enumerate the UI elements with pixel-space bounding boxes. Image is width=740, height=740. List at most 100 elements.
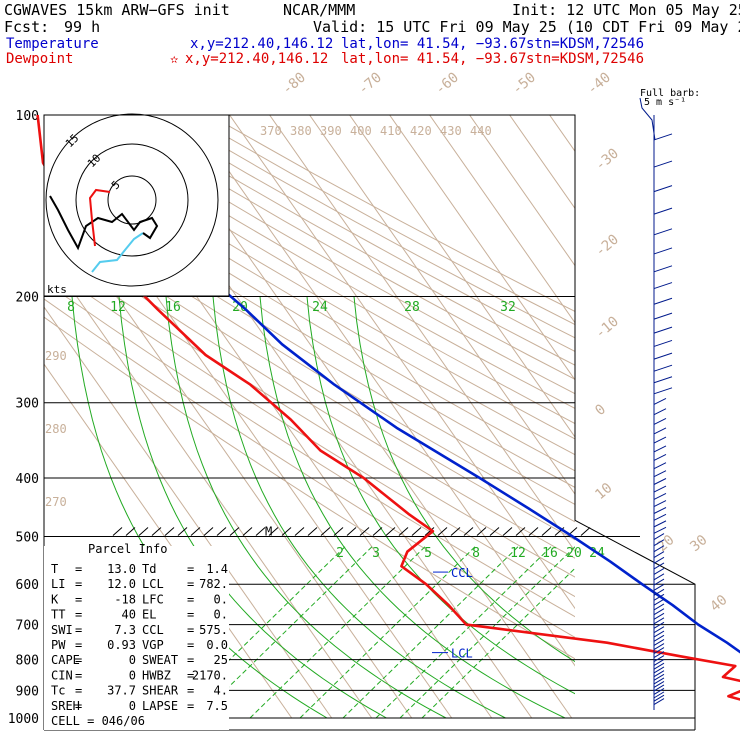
theta-label: 430 <box>440 124 462 138</box>
parcel-value: 2170. <box>192 668 228 682</box>
parcel-value: HWBZ <box>142 668 171 682</box>
mixing-ratio-label: 32 <box>500 300 516 315</box>
parcel-value: = <box>187 668 194 682</box>
theta-label: 290 <box>45 349 67 363</box>
parcel-value: CCL <box>142 623 164 637</box>
barb-legend-title: Full barb: <box>640 88 700 99</box>
dry-adiabat-line <box>44 215 575 541</box>
isotherm-line <box>44 248 373 719</box>
forecast-hour-label: Fcst: <box>4 18 50 36</box>
wind-barb <box>653 282 673 290</box>
mixing-ratio-label: 5 <box>424 546 432 561</box>
hodograph-trace-low <box>91 232 144 273</box>
parcel-value: = <box>187 638 194 652</box>
dewpoint-location-xy: x,y=212.40,146.12 <box>185 51 329 67</box>
pressure-tick-label: 200 <box>16 291 39 306</box>
dry-adiabat-line <box>44 263 575 598</box>
wind-barb <box>653 507 667 514</box>
dry-adiabat-line <box>44 141 575 456</box>
wind-barb <box>653 376 673 384</box>
parcel-value: CIN <box>51 668 73 682</box>
wind-barb <box>653 634 665 642</box>
parcel-value: 7.3 <box>114 623 136 637</box>
pressure-tick-label: 300 <box>16 397 39 412</box>
dewpoint-location-latlon: lat,lon= 41.54, −93.67 <box>341 51 527 67</box>
parcel-cell: CELL = 046/06 <box>51 714 145 728</box>
hatch-mark <box>476 527 487 536</box>
barb-legend-unit: 5 m s⁻¹ <box>644 97 686 108</box>
parcel-value: = <box>187 623 194 637</box>
hodograph-ring <box>107 175 157 225</box>
wind-barb <box>653 326 673 334</box>
wind-barb <box>653 364 673 372</box>
parcel-value: 0 <box>129 699 136 713</box>
wind-barb <box>653 427 667 435</box>
pressure-tick-label: 100 <box>16 109 39 124</box>
isotherm-line <box>44 306 333 719</box>
isotherm-label: -80 <box>279 70 309 99</box>
hatch-mark <box>489 527 500 536</box>
mixing-ratio-line <box>299 546 476 719</box>
wind-barb <box>653 485 667 493</box>
isotherm-label: -50 <box>509 70 539 99</box>
parcel-value: LCL <box>142 577 164 591</box>
hatch-mark <box>528 527 539 536</box>
wind-barb <box>653 578 665 586</box>
mixing-ratio-label: 2 <box>336 546 344 561</box>
wind-barb <box>653 662 665 670</box>
parcel-value: 12.0 <box>107 577 136 591</box>
parcel-value: 0. <box>214 608 228 622</box>
parcel-value: 575. <box>199 623 228 637</box>
mixing-ratio-label: 12 <box>110 300 126 315</box>
wind-barb <box>653 684 665 692</box>
hatch-mark <box>164 527 175 536</box>
wind-barb <box>653 647 665 655</box>
moist-adiabat-line <box>259 296 566 719</box>
hatch-mark <box>255 527 266 536</box>
parcel-value: 37.7 <box>107 684 136 698</box>
wind-barb <box>653 470 667 478</box>
isotherm-line <box>590 115 740 718</box>
theta-label: 370 <box>260 124 282 138</box>
isotherm-line <box>389 115 575 381</box>
plot-frame <box>44 114 696 730</box>
wind-barb <box>653 621 665 629</box>
ccl-label: CCL <box>451 566 473 580</box>
wind-barb <box>653 612 665 620</box>
parcel-value: = <box>187 699 194 713</box>
wind-barb <box>653 513 667 521</box>
dry-adiabat-line <box>44 280 575 618</box>
wind-barb <box>653 133 673 141</box>
isotherm-label: -10 <box>592 314 622 343</box>
wind-barb <box>653 630 665 638</box>
wind-barb <box>653 462 667 470</box>
wind-barb <box>653 658 665 666</box>
hatch-mark <box>424 527 435 536</box>
parcel-value: CAPE <box>51 653 80 667</box>
isotherm-label: 40 <box>707 592 730 615</box>
hatch-mark <box>216 527 227 536</box>
temperature-location-xy: x,y=212.40,146.12 <box>190 36 334 52</box>
wind-barb <box>653 694 665 702</box>
isotherm-line <box>269 115 575 553</box>
parcel-value: 0.93 <box>107 638 136 652</box>
wind-barb <box>653 436 667 444</box>
parcel-value: EL <box>142 608 156 622</box>
mixing-ratio-label: 24 <box>312 300 328 315</box>
hatch-mark <box>177 527 188 536</box>
moist-adiabat-line <box>353 296 575 663</box>
theta-label: 390 <box>320 124 342 138</box>
parcel-value: = <box>187 562 194 576</box>
isotherm-label: -60 <box>432 70 462 99</box>
parcel-value: 0.0 <box>206 638 228 652</box>
parcel-value: SWI <box>51 623 73 637</box>
isotherm-line <box>189 115 575 667</box>
parcel-value: 13.0 <box>107 562 136 576</box>
temperature-location-latlon: lat,lon= 41.54, −93.67 <box>341 36 527 52</box>
parcel-value: PW <box>51 638 66 652</box>
parcel-value: 4. <box>214 684 228 698</box>
wind-barb <box>653 478 667 485</box>
hatch-mark <box>307 527 318 536</box>
hodograph-unit-label: kts <box>47 283 67 296</box>
